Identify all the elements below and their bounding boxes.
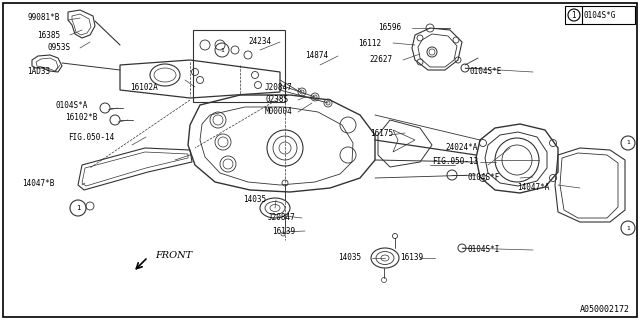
Text: FIG.050-13: FIG.050-13 [432,157,478,166]
Text: 0238S: 0238S [265,95,288,105]
Text: 22627: 22627 [369,55,392,65]
Text: 24024*A: 24024*A [445,143,477,153]
Text: 0104S*A: 0104S*A [55,100,88,109]
Text: 1: 1 [626,140,630,146]
Text: 16102A: 16102A [130,83,157,92]
Text: FIG.050-14: FIG.050-14 [68,132,115,141]
Text: 16596: 16596 [378,23,401,33]
Bar [193,30,285,102]
Text: A050002172: A050002172 [580,306,630,315]
Text: 99081*B: 99081*B [27,13,60,22]
Text: 14874: 14874 [305,52,328,60]
Text: 1: 1 [220,47,224,52]
Text: J20847: J20847 [265,84,292,92]
Text: 16102*B: 16102*B [65,114,97,123]
Bar [565,6,635,24]
Text: 0104S*F: 0104S*F [468,172,500,181]
Text: J20847: J20847 [268,213,296,222]
Text: 16385: 16385 [37,30,60,39]
Text: FRONT: FRONT [155,251,192,260]
Text: 16112: 16112 [358,38,381,47]
Text: 0104S*E: 0104S*E [470,68,502,76]
Text: 14035: 14035 [338,253,361,262]
Text: 0953S: 0953S [47,44,70,52]
Text: 0104S*G: 0104S*G [584,11,616,20]
Text: 14047*B: 14047*B [22,179,54,188]
Text: M00004: M00004 [265,108,292,116]
Text: 24234: 24234 [248,37,271,46]
Text: 1: 1 [76,205,80,211]
Text: 14035: 14035 [243,196,266,204]
Text: 1: 1 [626,226,630,230]
Text: 1AD33: 1AD33 [27,68,50,76]
Text: 1: 1 [572,11,577,20]
Text: 16139: 16139 [400,253,423,262]
Text: 16175: 16175 [370,129,393,138]
Text: 0104S*I: 0104S*I [468,245,500,254]
Text: 14047*A: 14047*A [517,183,549,193]
Text: 16139: 16139 [272,227,295,236]
